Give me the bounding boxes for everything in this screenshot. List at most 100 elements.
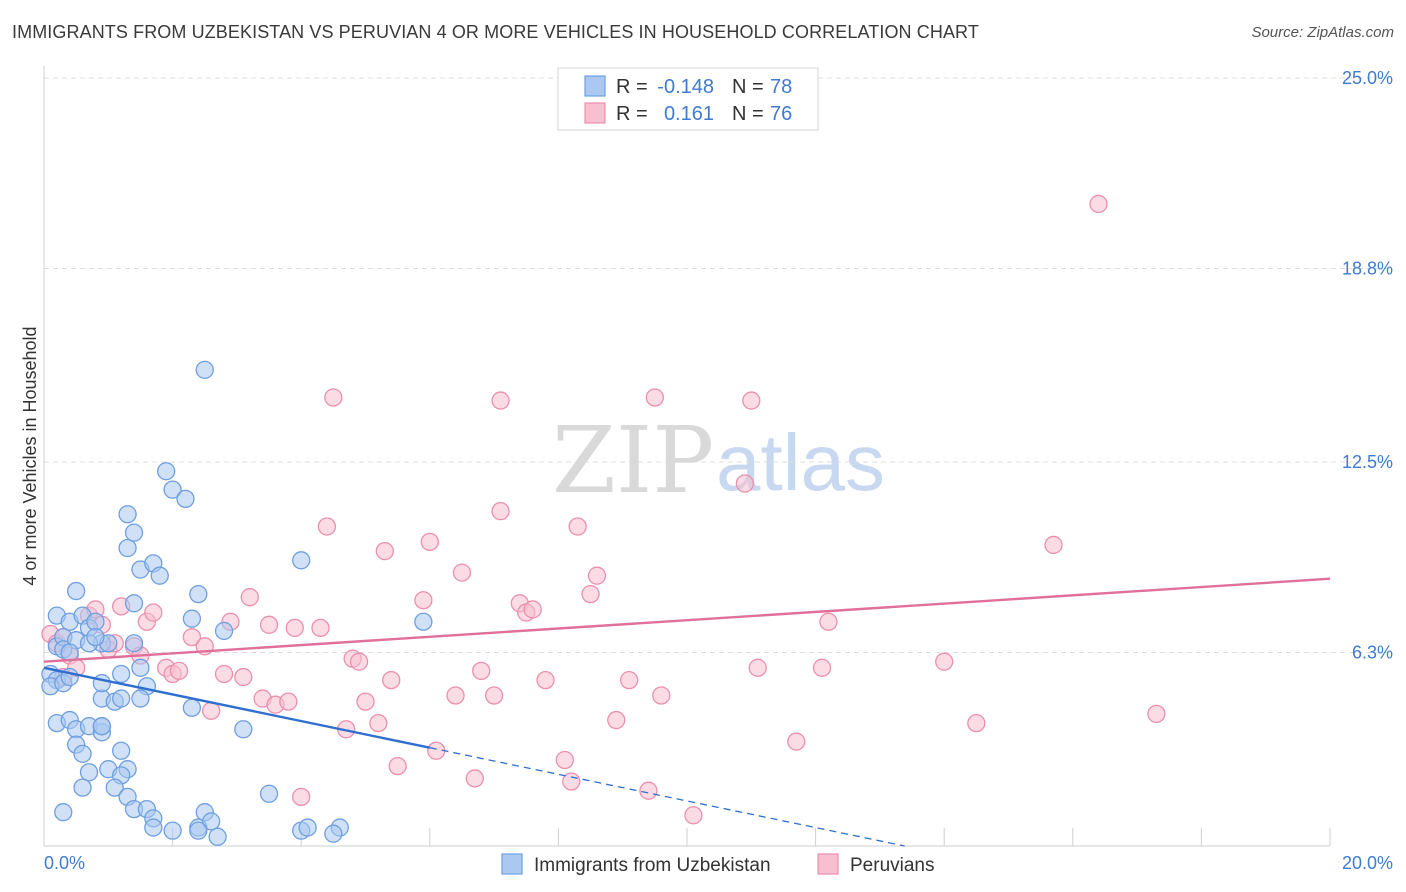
peruvian-point: [472, 661, 491, 681]
x-tick-label-max: 20.0%: [1342, 853, 1393, 873]
legend-swatch-pink: [584, 102, 606, 124]
peruvian-point: [388, 756, 407, 776]
legend-n-label-blue: N =: [732, 76, 764, 98]
legend-r-label-blue: R =: [616, 76, 648, 98]
peruvian-point: [169, 661, 189, 681]
peruvian-point: [369, 713, 388, 733]
uzbekistan-point: [163, 821, 182, 840]
series-legend-swatch-pink: [817, 853, 839, 875]
legend-swatch-blue: [584, 75, 606, 97]
peruvian-point: [292, 787, 311, 806]
y-tick-label: 12.5%: [1342, 452, 1393, 472]
uzbekistan-point: [118, 505, 137, 524]
peruvian-point: [375, 541, 394, 561]
uzbekistan-point: [79, 763, 99, 782]
peruvian-trend-line: [43, 577, 1331, 663]
uzbekistan-point: [195, 360, 214, 379]
uzbekistan-point: [144, 818, 163, 837]
peruvian-point: [568, 517, 587, 536]
uzbekistan-point: [150, 566, 169, 585]
uzbekistan-point: [92, 717, 112, 736]
peruvian-point: [324, 388, 343, 407]
peruvian-point: [684, 806, 703, 825]
uzbekistan-point: [86, 612, 105, 631]
uzbekistan-point: [163, 480, 182, 499]
peruvian-point: [1089, 194, 1108, 214]
uzbekistan-trend-extension: [429, 747, 905, 847]
uzbekistan-point: [298, 818, 317, 837]
uzbekistan-point: [73, 744, 92, 763]
chart-title: IMMIGRANTS FROM UZBEKISTAN VS PERUVIAN 4…: [12, 22, 979, 42]
axes: [43, 66, 1331, 847]
peruvian-point: [182, 627, 202, 647]
trend-lines: [43, 577, 1331, 847]
uzbekistan-point: [214, 621, 234, 641]
peruvian-point: [967, 713, 986, 733]
uzbekistan-point: [105, 778, 124, 797]
grid: [44, 77, 1390, 653]
uzbekistan-point: [202, 812, 221, 831]
y-axis-label: 4 or more Vehicles in Household: [20, 326, 40, 585]
uzbekistan-point: [86, 627, 105, 647]
peruvian-point: [279, 692, 298, 711]
uzbekistan-point: [73, 778, 92, 797]
uzbekistan-point: [118, 538, 137, 558]
legend-n-value-blue: 78: [770, 76, 792, 98]
peruvian-point: [285, 618, 304, 638]
peruvian-point: [812, 658, 832, 677]
legend-r-value-pink: 0.161: [664, 103, 714, 125]
uzbekistan-point: [208, 827, 227, 846]
peruvian-point: [311, 618, 330, 638]
peruvian-point: [587, 566, 607, 585]
uzbekistan-point: [189, 584, 208, 604]
uzbekistan-point: [131, 658, 150, 677]
peruvian-point: [1147, 704, 1166, 724]
series-legend: Immigrants from Uzbekistan Peruvians: [501, 853, 935, 876]
y-tick-label: 18.8%: [1342, 258, 1393, 278]
peruvian-point: [735, 474, 755, 493]
uzbekistan-point: [292, 551, 311, 570]
watermark: ZIP atlas: [552, 407, 885, 514]
uzbekistan-point: [124, 594, 144, 613]
x-tick-labels: 0.0% 20.0%: [44, 853, 1393, 873]
peruvian-point: [645, 388, 664, 407]
peruvian-point: [819, 612, 838, 631]
source-label: Source: ZipAtlas.com: [1251, 24, 1394, 41]
uzbekistan-point: [234, 720, 253, 739]
uzbekistan-point: [60, 643, 79, 662]
peruvian-point: [607, 710, 626, 730]
peruvian-point: [491, 391, 510, 410]
series-legend-label-pink: Peruvians: [850, 855, 935, 876]
y-tick-label: 6.3%: [1352, 642, 1393, 662]
uzbekistan-point: [67, 581, 86, 601]
uzbekistan-point: [157, 462, 176, 481]
legend-r-value-blue: -0.148: [657, 76, 714, 98]
uzbekistan-point: [189, 821, 208, 840]
peruvian-point: [420, 532, 439, 552]
peruvian-point: [349, 652, 369, 671]
uzbekistan-point: [112, 741, 131, 760]
uzbekistan-point: [259, 784, 279, 803]
peruvian-point: [414, 591, 433, 610]
peruvian-point: [652, 686, 671, 705]
x-tick-label-min: 0.0%: [44, 853, 85, 873]
legend-n-value-pink: 76: [770, 103, 792, 125]
peruvian-point: [742, 391, 761, 410]
peruvian-point: [259, 615, 279, 634]
peruvian-point: [935, 652, 954, 671]
peruvian-point: [787, 732, 806, 751]
uzbekistan-point: [414, 612, 433, 631]
peruvian-point: [523, 600, 542, 619]
y-tick-label: 25.0%: [1342, 68, 1393, 88]
peruvian-point: [452, 563, 472, 582]
peruvian-point: [240, 588, 259, 607]
uzbekistan-point: [131, 689, 150, 708]
peruvian-point: [555, 750, 574, 770]
series-legend-label-blue: Immigrants from Uzbekistan: [534, 855, 771, 876]
uzbekistan-point: [182, 609, 202, 628]
peruvian-point: [484, 686, 504, 705]
uzbekistan-point: [92, 674, 112, 693]
correlation-legend: R = -0.148 N = 78 R = 0.161 N = 76: [557, 67, 819, 131]
peruvian-point: [1044, 535, 1063, 555]
legend-r-label-pink: R =: [616, 103, 648, 125]
